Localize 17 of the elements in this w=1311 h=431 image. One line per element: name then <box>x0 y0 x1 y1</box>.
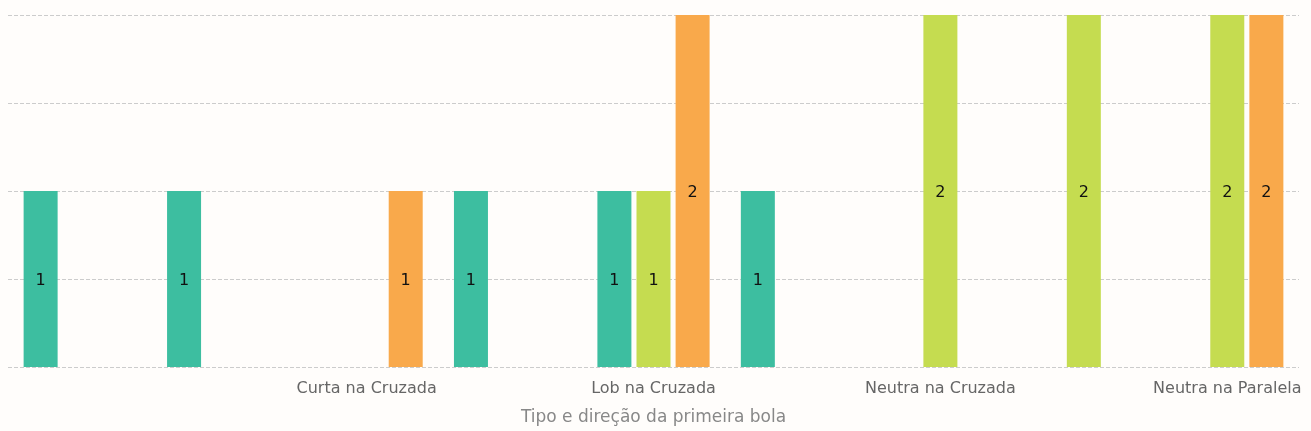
data-label: 1 <box>35 269 46 289</box>
data-label: 2 <box>687 181 698 201</box>
x-tick-label: Curta na Cruzada <box>296 377 437 397</box>
data-label: 1 <box>465 269 477 289</box>
x-tick-label: Lob na Cruzada <box>591 377 716 397</box>
data-label: 2 <box>1261 181 1272 201</box>
data-label: 1 <box>609 269 620 289</box>
data-label: 1 <box>400 269 411 289</box>
data-label: 1 <box>178 269 190 289</box>
x-tick-label: Neutra na Cruzada <box>865 377 1016 397</box>
data-label: 2 <box>1222 181 1233 201</box>
x-axis-title: Tipo e direção da primeira bola <box>519 405 787 426</box>
data-label: 2 <box>1078 181 1089 201</box>
data-label: 2 <box>935 181 946 201</box>
data-label: 1 <box>648 269 659 289</box>
x-tick-label: Neutra na Paralela <box>1153 377 1302 397</box>
data-label: 1 <box>752 269 763 289</box>
